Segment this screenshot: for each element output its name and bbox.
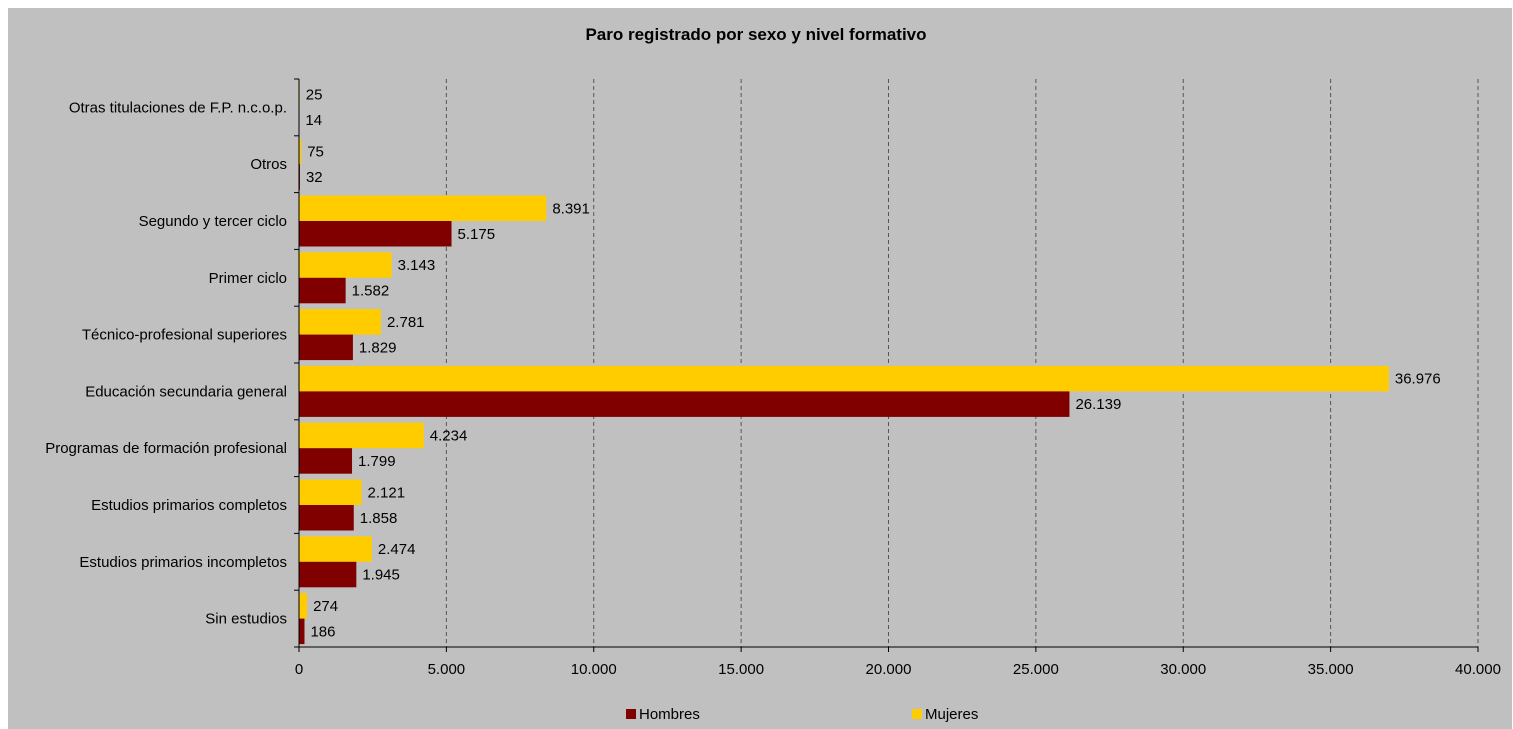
bar-hombres [299, 221, 452, 247]
bar-mujeres [299, 252, 392, 278]
data-label-hombres: 32 [306, 169, 323, 186]
x-tick-label: 5.000 [428, 661, 466, 678]
data-label-mujeres: 3.143 [398, 257, 436, 274]
bar-hombres [299, 448, 353, 474]
bar-hombres [299, 277, 346, 304]
x-tick-label: 0 [295, 661, 303, 678]
data-label-hombres: 5.175 [458, 226, 496, 243]
bar-mujeres [299, 479, 362, 505]
x-tick-label: 30.000 [1160, 661, 1206, 678]
legend-label-hombres: Hombres [639, 706, 700, 723]
data-label-mujeres: 75 [307, 143, 324, 160]
data-label-hombres: 26.139 [1075, 396, 1121, 413]
category-label: Sin estudios [205, 611, 287, 628]
axes: 0 5.000 10.000 15.000 20.000 25.000 30.000 35.0… [45, 78, 1501, 678]
chart-title: Paro registrado por sexo y nivel formati… [585, 25, 926, 44]
data-label-hombres: 14 [305, 112, 322, 129]
category-label: Segundo y tercer ciclo [139, 213, 287, 230]
data-label-mujeres: 2.781 [387, 314, 425, 331]
category-label: Programas de formación profesional [45, 440, 287, 457]
category-label: Estudios primarios completos [91, 497, 287, 514]
category-label: Técnico-profesional superiores [82, 327, 287, 344]
data-label-hombres: 1.799 [358, 453, 396, 470]
bar-hombres [299, 561, 357, 588]
category-label: Educación secundaria general [85, 383, 287, 400]
gridlines [445, 79, 1479, 647]
bar-mujeres [299, 365, 1389, 392]
bar-mujeres [299, 536, 372, 562]
bar-mujeres [299, 422, 424, 449]
category-label: Otras titulaciones de F.P. n.c.o.p. [69, 99, 287, 116]
bar-mujeres [299, 309, 381, 335]
bars: 25 14 75 32 8.391 5.175 3.143 1.582 2.781 1.829 36… [299, 81, 1441, 645]
category-label: Estudios primarios incompletos [79, 554, 287, 571]
bar-hombres [299, 334, 353, 361]
legend-swatch-hombres [626, 709, 636, 719]
x-tick-label: 25.000 [1013, 661, 1059, 678]
data-label-mujeres: 8.391 [552, 200, 590, 217]
bar-mujeres [299, 138, 302, 165]
data-label-hombres: 1.945 [362, 567, 400, 584]
data-label-mujeres: 274 [313, 598, 338, 615]
data-label-mujeres: 36.976 [1395, 371, 1441, 388]
x-tick-label: 40.000 [1455, 661, 1501, 678]
bar-mujeres [299, 195, 547, 221]
data-label-hombres: 186 [310, 623, 335, 640]
bar-hombres [299, 618, 305, 645]
bar-hombres [299, 505, 354, 531]
data-label-mujeres: 2.121 [368, 484, 406, 501]
x-tick-label: 35.000 [1308, 661, 1354, 678]
bar-mujeres [299, 593, 308, 619]
data-label-mujeres: 25 [306, 87, 323, 104]
legend: Hombres Mujeres [626, 706, 978, 723]
bar-hombres [299, 391, 1070, 417]
data-label-hombres: 1.858 [360, 510, 398, 527]
data-label-hombres: 1.582 [352, 283, 390, 300]
legend-label-mujeres: Mujeres [925, 706, 978, 723]
x-tick-label: 20.000 [866, 661, 912, 678]
x-tick-label: 15.000 [718, 661, 764, 678]
category-label: Primer ciclo [209, 270, 287, 287]
data-label-mujeres: 4.234 [430, 427, 468, 444]
legend-swatch-mujeres [912, 709, 922, 719]
category-label: Otros [250, 156, 287, 173]
x-tick-label: 10.000 [571, 661, 617, 678]
data-label-hombres: 1.829 [359, 339, 397, 356]
data-label-mujeres: 2.474 [378, 541, 416, 558]
